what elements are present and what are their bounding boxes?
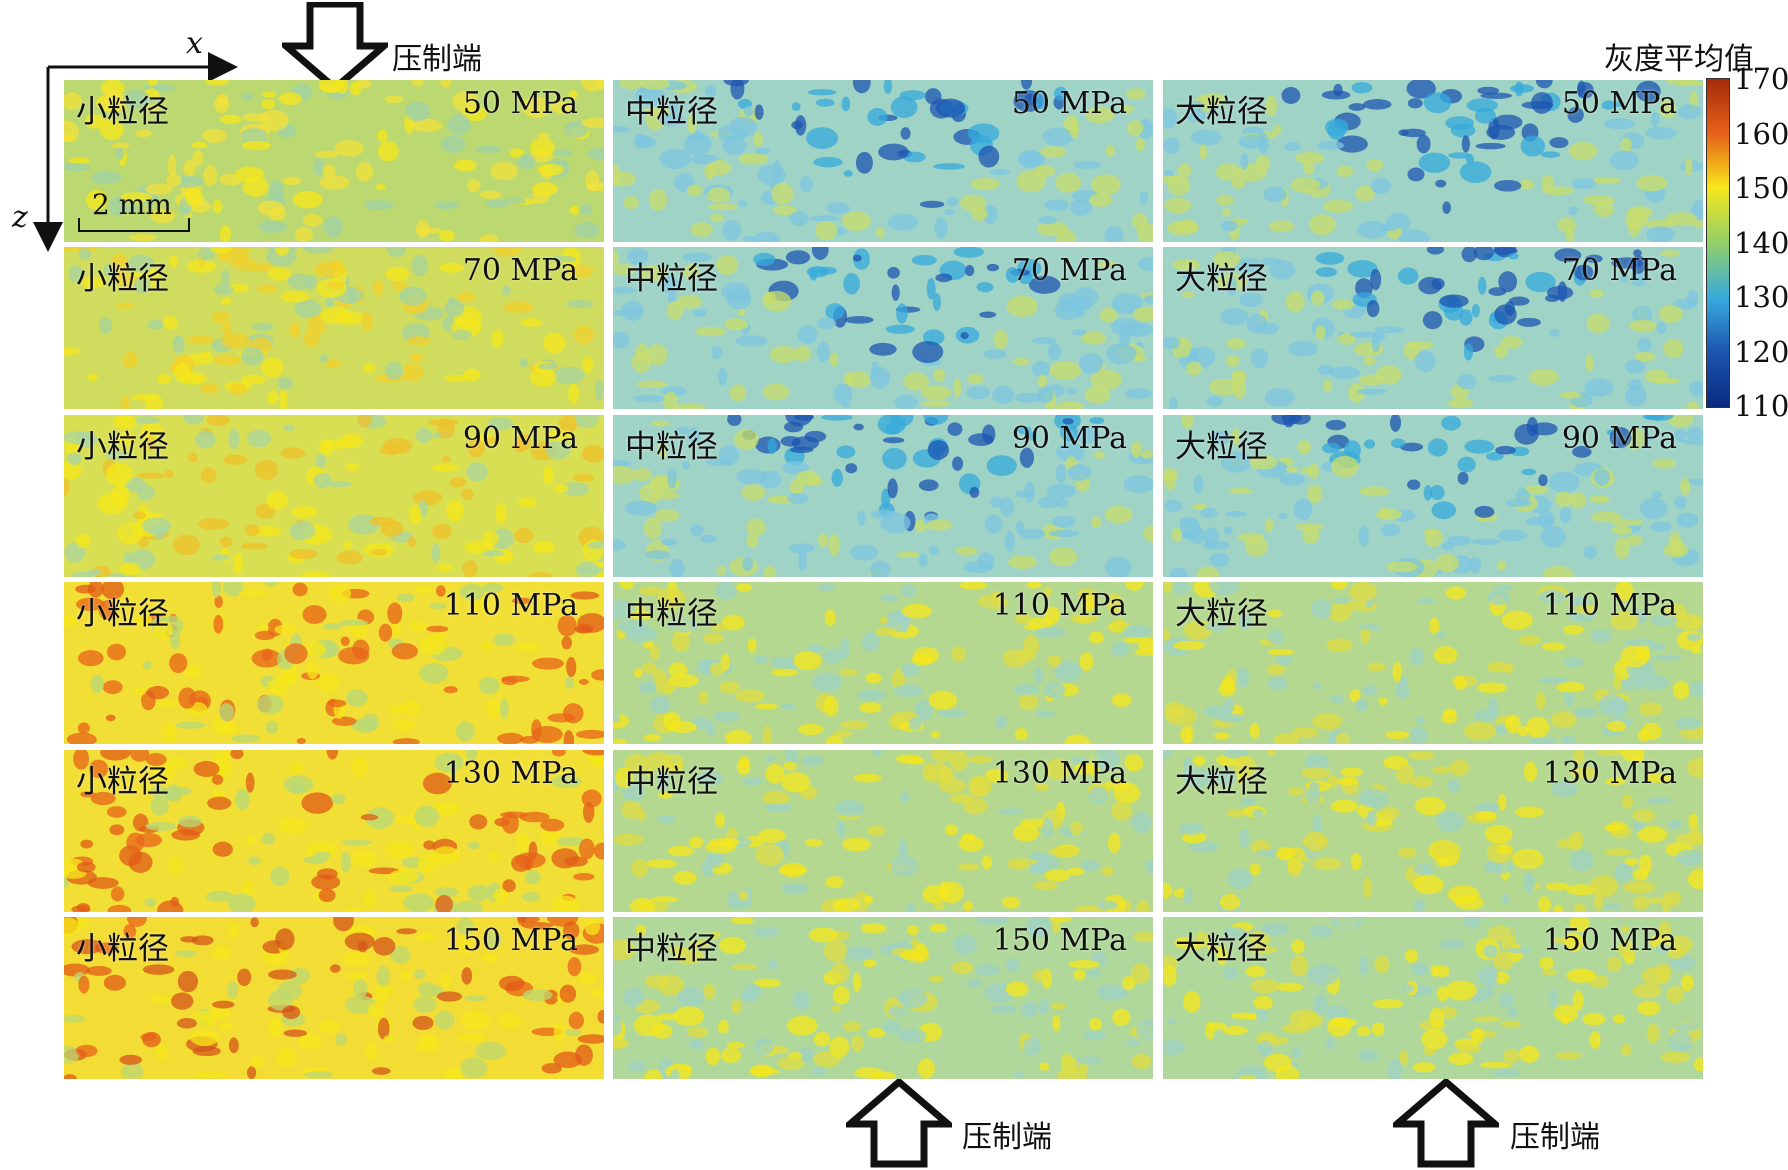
particle-image-panel: 中粒径 130 MPa bbox=[613, 750, 1153, 912]
particle-size-label: 大粒径 bbox=[1175, 429, 1268, 465]
colorbar-tick: 140 bbox=[1734, 226, 1788, 260]
particle-image-panel: 小粒径 50 MPa bbox=[64, 80, 604, 242]
grayscale-heatmap bbox=[64, 247, 604, 409]
particle-size-label: 中粒径 bbox=[625, 596, 718, 632]
grayscale-heatmap bbox=[613, 917, 1153, 1079]
press-arrow-bottom-right-icon bbox=[1393, 1078, 1499, 1168]
grayscale-heatmap bbox=[64, 750, 604, 912]
pressure-label: 150 MPa bbox=[992, 923, 1127, 958]
particle-size-label: 大粒径 bbox=[1175, 94, 1268, 130]
grayscale-heatmap bbox=[613, 80, 1153, 242]
pressure-label: 150 MPa bbox=[443, 923, 578, 958]
pressure-label: 110 MPa bbox=[992, 588, 1127, 623]
grayscale-heatmap bbox=[64, 582, 604, 744]
particle-size-label: 小粒径 bbox=[76, 764, 169, 800]
grayscale-heatmap bbox=[1163, 247, 1703, 409]
pressure-label: 50 MPa bbox=[1011, 86, 1127, 121]
grayscale-heatmap bbox=[1163, 80, 1703, 242]
particle-image-panel: 中粒径 70 MPa bbox=[613, 247, 1153, 409]
grayscale-heatmap bbox=[1163, 415, 1703, 577]
particle-size-label: 小粒径 bbox=[76, 94, 169, 130]
particle-image-panel: 大粒径 110 MPa bbox=[1163, 582, 1703, 744]
particle-image-panel: 中粒径 50 MPa bbox=[613, 80, 1153, 242]
pressure-label: 50 MPa bbox=[462, 86, 578, 121]
scale-bar-label: 2 mm bbox=[92, 188, 172, 221]
x-axis-label: x bbox=[186, 26, 203, 61]
pressure-label: 90 MPa bbox=[462, 421, 578, 456]
particle-image-panel: 大粒径 90 MPa bbox=[1163, 415, 1703, 577]
pressure-label: 90 MPa bbox=[1561, 421, 1677, 456]
particle-image-panel: 大粒径 70 MPa bbox=[1163, 247, 1703, 409]
particle-size-label: 中粒径 bbox=[625, 429, 718, 465]
particle-image-panel: 小粒径 130 MPa bbox=[64, 750, 604, 912]
particle-size-label: 中粒径 bbox=[625, 764, 718, 800]
colorbar-tick: 170 bbox=[1734, 62, 1788, 96]
pressure-label: 50 MPa bbox=[1561, 86, 1677, 121]
grayscale-heatmap bbox=[613, 582, 1153, 744]
pressure-label: 90 MPa bbox=[1011, 421, 1127, 456]
colorbar-tick: 130 bbox=[1734, 280, 1788, 314]
press-arrow-bottom-middle-icon bbox=[846, 1078, 952, 1168]
pressure-label: 130 MPa bbox=[992, 756, 1127, 791]
grayscale-heatmap bbox=[64, 80, 604, 242]
pressure-label: 70 MPa bbox=[462, 253, 578, 288]
pressure-label: 150 MPa bbox=[1542, 923, 1677, 958]
colorbar-tick: 120 bbox=[1734, 335, 1788, 369]
particle-size-label: 小粒径 bbox=[76, 429, 169, 465]
pressure-label: 110 MPa bbox=[443, 588, 578, 623]
colorbar-title: 灰度平均值 bbox=[1604, 42, 1754, 77]
pressure-label: 110 MPa bbox=[1542, 588, 1677, 623]
particle-size-label: 中粒径 bbox=[625, 94, 718, 130]
particle-image-panel: 大粒径 150 MPa bbox=[1163, 917, 1703, 1079]
grayscale-heatmap bbox=[64, 917, 604, 1079]
particle-size-label: 大粒径 bbox=[1175, 261, 1268, 297]
particle-size-label: 小粒径 bbox=[76, 261, 169, 297]
particle-size-label: 大粒径 bbox=[1175, 764, 1268, 800]
grayscale-heatmap bbox=[613, 750, 1153, 912]
particle-image-panel: 大粒径 130 MPa bbox=[1163, 750, 1703, 912]
scale-bar bbox=[78, 218, 190, 232]
pressure-label: 130 MPa bbox=[443, 756, 578, 791]
particle-image-panel: 小粒径 90 MPa bbox=[64, 415, 604, 577]
grayscale-heatmap bbox=[613, 247, 1153, 409]
grayscale-heatmap bbox=[613, 415, 1153, 577]
colorbar-tick: 110 bbox=[1734, 389, 1788, 423]
particle-image-panel: 中粒径 110 MPa bbox=[613, 582, 1153, 744]
particle-image-panel: 小粒径 110 MPa bbox=[64, 582, 604, 744]
particle-image-panel: 大粒径 50 MPa bbox=[1163, 80, 1703, 242]
grayscale-heatmap bbox=[1163, 750, 1703, 912]
pressure-label: 70 MPa bbox=[1561, 253, 1677, 288]
colorbar bbox=[1706, 78, 1730, 408]
particle-size-label: 小粒径 bbox=[76, 931, 169, 967]
particle-image-panel: 小粒径 70 MPa bbox=[64, 247, 604, 409]
press-label-top: 压制端 bbox=[392, 42, 482, 77]
particle-size-label: 小粒径 bbox=[76, 596, 169, 632]
press-label-bottom-middle: 压制端 bbox=[962, 1120, 1052, 1155]
colorbar-tick: 160 bbox=[1734, 117, 1788, 151]
grayscale-heatmap bbox=[1163, 917, 1703, 1079]
particle-image-panel: 中粒径 90 MPa bbox=[613, 415, 1153, 577]
axes-arrows bbox=[33, 52, 238, 252]
particle-size-label: 大粒径 bbox=[1175, 931, 1268, 967]
pressure-label: 70 MPa bbox=[1011, 253, 1127, 288]
colorbar-tick: 150 bbox=[1734, 171, 1788, 205]
z-axis-label: z bbox=[12, 200, 28, 235]
press-arrow-top-icon bbox=[282, 2, 388, 92]
particle-size-label: 中粒径 bbox=[625, 931, 718, 967]
press-label-bottom-right: 压制端 bbox=[1510, 1120, 1600, 1155]
grayscale-heatmap bbox=[1163, 582, 1703, 744]
particle-size-label: 大粒径 bbox=[1175, 596, 1268, 632]
particle-size-label: 中粒径 bbox=[625, 261, 718, 297]
particle-image-panel: 小粒径 150 MPa bbox=[64, 917, 604, 1079]
particle-image-panel: 中粒径 150 MPa bbox=[613, 917, 1153, 1079]
grayscale-heatmap bbox=[64, 415, 604, 577]
pressure-label: 130 MPa bbox=[1542, 756, 1677, 791]
